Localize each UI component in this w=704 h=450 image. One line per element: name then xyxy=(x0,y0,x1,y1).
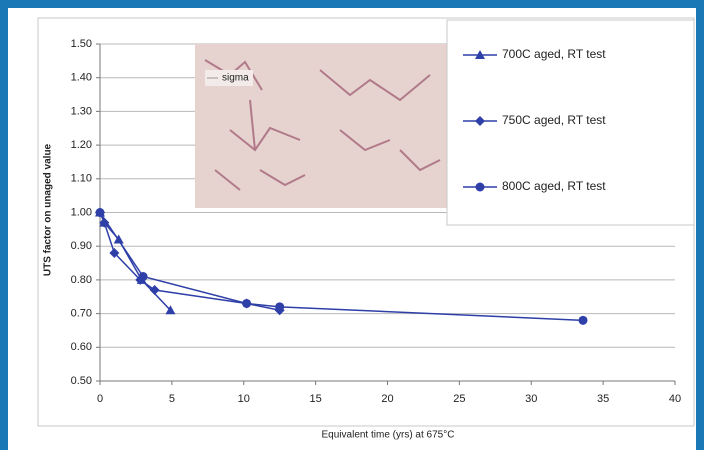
marker xyxy=(109,247,120,258)
marker xyxy=(242,298,252,308)
marker xyxy=(578,315,588,325)
x-tick-label: 35 xyxy=(597,393,609,405)
y-tick-label: 1.40 xyxy=(71,72,92,84)
y-tick-label: 0.50 xyxy=(71,375,92,387)
legend-label: 750C aged, RT test xyxy=(502,113,606,127)
legend-marker xyxy=(475,116,485,126)
legend-label: 700C aged, RT test xyxy=(502,47,606,61)
inset-label: sigma xyxy=(222,73,249,84)
x-tick-label: 40 xyxy=(669,393,681,405)
x-tick-label: 15 xyxy=(310,393,322,405)
x-tick-label: 10 xyxy=(238,393,250,405)
y-tick-label: 1.20 xyxy=(71,139,92,151)
y-tick-label: 1.50 xyxy=(71,38,92,50)
marker xyxy=(149,285,160,296)
marker xyxy=(99,217,110,228)
y-axis-label: UTS factor on unaged value xyxy=(43,143,54,276)
y-tick-label: 0.80 xyxy=(71,274,92,286)
marker xyxy=(165,305,176,315)
legend xyxy=(446,19,695,226)
y-tick-label: 1.30 xyxy=(71,105,92,117)
y-tick-label: 1.10 xyxy=(71,173,92,185)
x-tick-label: 5 xyxy=(169,393,175,405)
x-tick-label: 0 xyxy=(97,393,103,405)
y-tick-label: 0.60 xyxy=(71,341,92,353)
x-tick-label: 20 xyxy=(381,393,393,405)
marker xyxy=(138,272,148,282)
x-tick-label: 25 xyxy=(453,393,465,405)
y-tick-label: 0.70 xyxy=(71,308,92,320)
inset-micrograph xyxy=(195,44,448,208)
legend-marker xyxy=(475,50,485,59)
x-axis-label: Equivalent time (yrs) at 675°C xyxy=(322,430,455,441)
y-tick-label: 0.90 xyxy=(71,240,92,252)
marker xyxy=(275,302,285,312)
x-tick-label: 30 xyxy=(525,393,537,405)
y-tick-label: 1.00 xyxy=(71,206,92,218)
legend-marker xyxy=(475,182,485,192)
legend-label: 800C aged, RT test xyxy=(502,179,606,193)
marker xyxy=(95,208,105,217)
